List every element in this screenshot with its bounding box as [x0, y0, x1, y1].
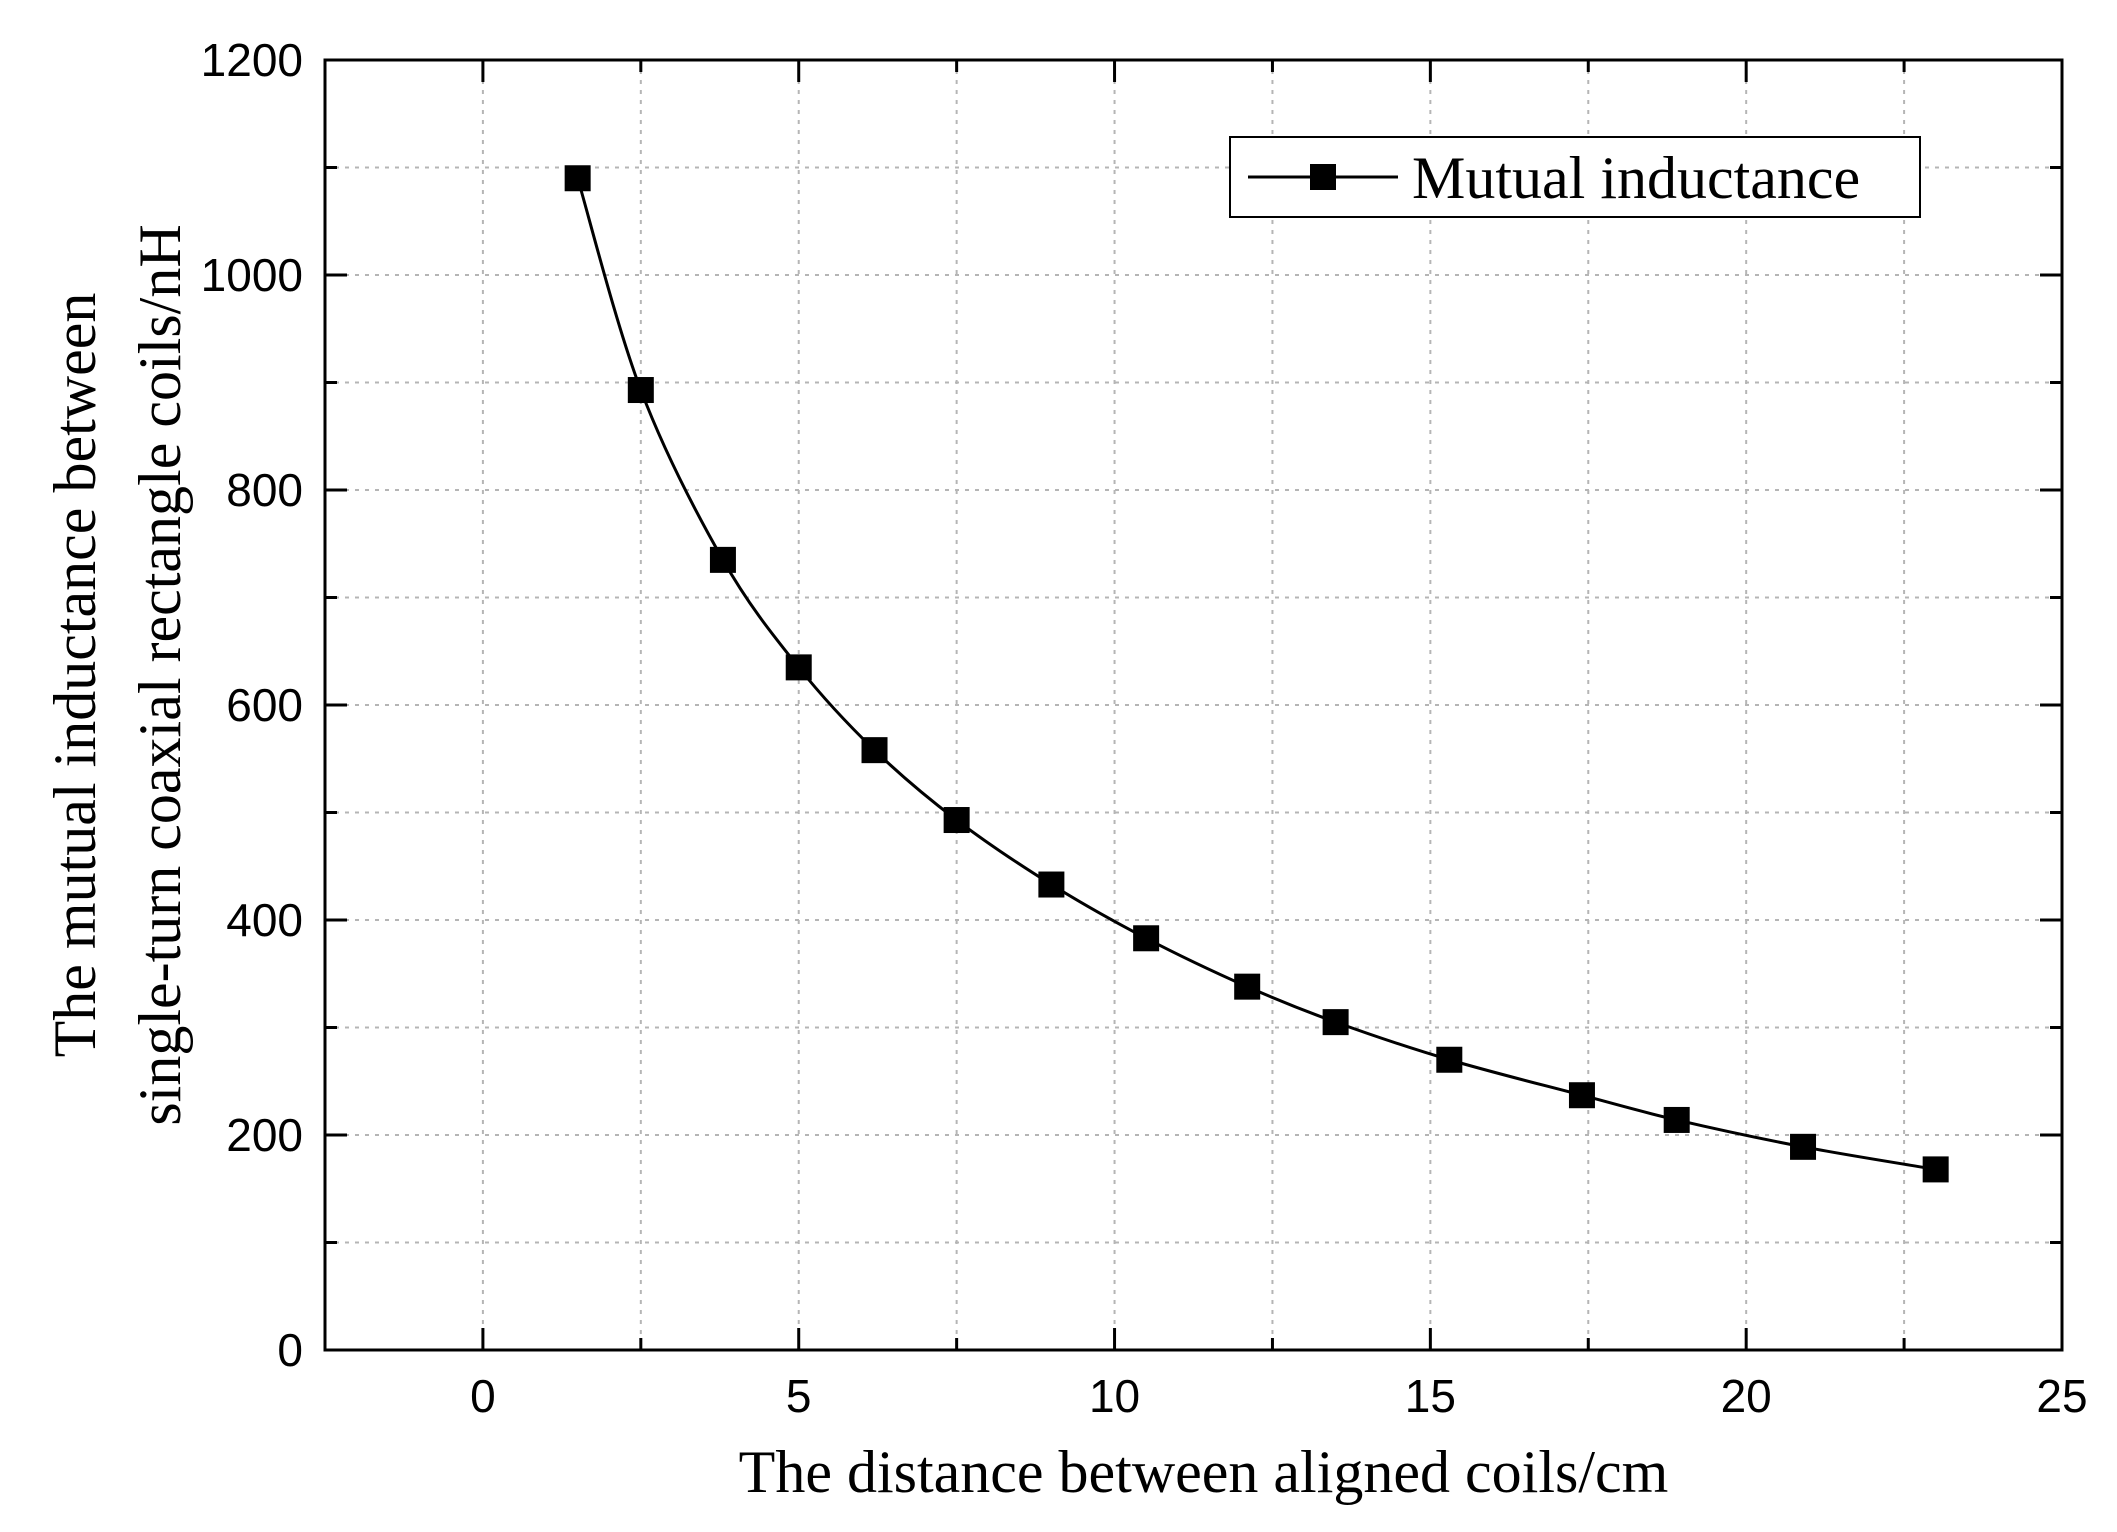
data-point-marker — [1922, 1156, 1949, 1183]
y-tick-label: 200 — [226, 1109, 303, 1161]
y-axis-title-line-2: single-turn coaxial rectangle coils/nH — [127, 224, 193, 1125]
data-point-marker — [1234, 973, 1261, 1000]
x-tick-label: 5 — [786, 1370, 812, 1422]
data-point-marker — [1322, 1009, 1349, 1036]
x-tick-label: 25 — [2036, 1370, 2087, 1422]
data-point-marker — [1663, 1106, 1690, 1133]
legend-square-marker-icon — [1310, 164, 1336, 190]
tick-labels: 0 5 10 15 20 25 0 200 400 600 800 1000 1200 — [201, 34, 2088, 1422]
series-layer — [564, 165, 1949, 1183]
x-tick-label: 0 — [470, 1370, 496, 1422]
y-tick-label: 0 — [277, 1324, 303, 1376]
y-tick-label: 400 — [226, 894, 303, 946]
y-axis-title: The mutual inductance between single-tur… — [42, 224, 193, 1125]
x-tick-label: 15 — [1405, 1370, 1456, 1422]
data-point-marker — [1133, 925, 1160, 952]
data-point-marker — [1568, 1082, 1595, 1109]
data-point-marker — [627, 377, 654, 404]
y-tick-label: 600 — [226, 679, 303, 731]
series-line-mutual-inductance — [576, 177, 1936, 1171]
data-point-marker — [1790, 1133, 1817, 1160]
x-tick-label: 10 — [1089, 1370, 1140, 1422]
x-axis-title: The distance between aligned coils/cm — [739, 1439, 1669, 1505]
legend-label: Mutual inductance — [1412, 145, 1860, 211]
data-point-marker — [1436, 1046, 1463, 1073]
x-tick-label: 20 — [1721, 1370, 1772, 1422]
y-axis-title-line-1: The mutual inductance between — [42, 293, 108, 1058]
y-tick-label: 1200 — [201, 34, 303, 86]
y-tick-label: 800 — [226, 464, 303, 516]
data-point-marker — [861, 737, 888, 764]
data-point-marker — [1038, 871, 1065, 898]
data-point-marker — [564, 165, 591, 192]
data-point-marker — [709, 546, 736, 573]
data-point-marker — [785, 654, 812, 681]
legend: Mutual inductance — [1229, 136, 1921, 218]
axis-ticks — [325, 58, 2064, 1352]
y-tick-label: 1000 — [201, 249, 303, 301]
data-point-marker — [943, 807, 970, 834]
